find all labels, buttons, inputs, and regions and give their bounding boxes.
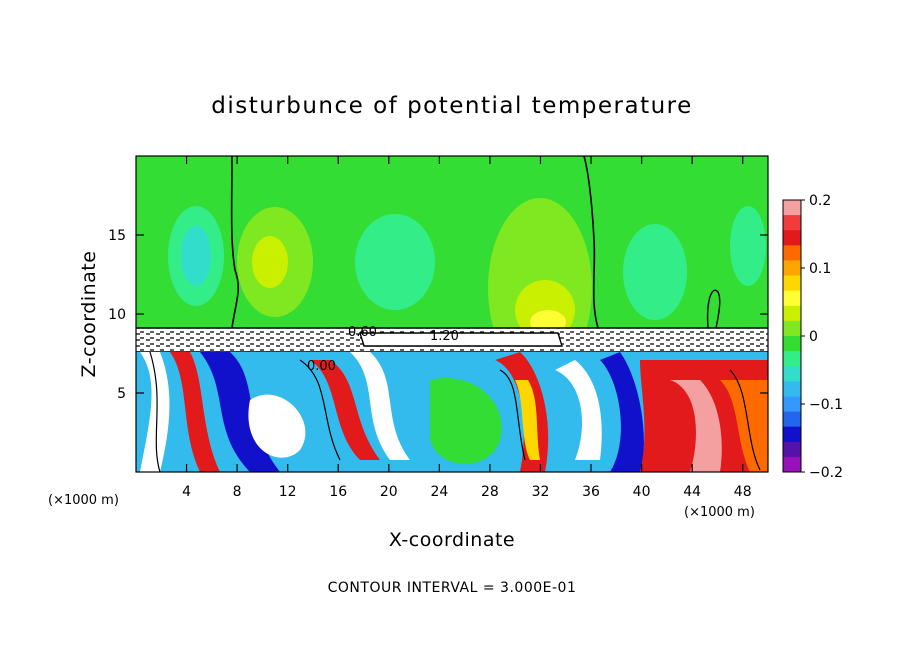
colorbar-swatch bbox=[783, 245, 801, 261]
chart-title: disturbunce of potential temperature bbox=[211, 93, 693, 119]
lower-white-swirl-1 bbox=[140, 352, 170, 472]
upper-blob-yellow-left-core bbox=[252, 236, 288, 288]
x-tick-label: 4 bbox=[182, 484, 191, 500]
lower-green-region bbox=[430, 378, 502, 464]
contour-line-left bbox=[230, 156, 239, 329]
y-tick-label: 5 bbox=[117, 386, 126, 402]
x-tick-label: 24 bbox=[430, 484, 448, 500]
middle-band-box bbox=[359, 332, 563, 347]
colorbar-swatch bbox=[783, 305, 801, 322]
lower-white-column bbox=[350, 352, 410, 460]
colorbar bbox=[783, 200, 801, 473]
upper-blob-cyan-core bbox=[181, 226, 211, 286]
upper-blob-cyan-right bbox=[623, 224, 687, 320]
contour-label-060: 0.60 bbox=[348, 325, 377, 340]
x-tick-label: 36 bbox=[582, 484, 600, 500]
x-tick-label: 40 bbox=[633, 484, 651, 500]
x-axis-title: X-coordinate bbox=[389, 529, 515, 551]
contour-line-right bbox=[583, 156, 599, 329]
y-tick-label: 15 bbox=[108, 228, 126, 244]
colorbar-swatch bbox=[783, 200, 801, 216]
lower-pink-core bbox=[670, 380, 722, 472]
colorbar-swatch bbox=[783, 396, 801, 413]
colorbar-swatch bbox=[783, 320, 801, 337]
colorbar-tick-label: −0.2 bbox=[809, 465, 843, 481]
lower-contour-a bbox=[149, 351, 161, 472]
x-tick-label: 8 bbox=[233, 484, 242, 500]
colorbar-swatch bbox=[783, 260, 801, 277]
colorbar-swatch bbox=[783, 275, 801, 292]
x-tick-label: 12 bbox=[279, 484, 297, 500]
colorbar-swatch bbox=[783, 230, 801, 246]
colorbar-tick-label: −0.1 bbox=[809, 397, 843, 413]
lower-orange-right bbox=[720, 380, 768, 472]
colorbar-swatch bbox=[783, 381, 801, 397]
upper-blob-cyan-far-right bbox=[730, 206, 766, 286]
x-tick-label: 20 bbox=[380, 484, 398, 500]
colorbar-swatch bbox=[783, 456, 801, 473]
colorbar-swatch bbox=[783, 441, 801, 458]
colorbar-ticks: 0.2 0.1 0 −0.1 −0.2 bbox=[801, 193, 843, 481]
x-tick-label: 28 bbox=[481, 484, 499, 500]
x-unit-right: (×1000 m) bbox=[684, 505, 755, 520]
contour-loop-right bbox=[706, 289, 721, 329]
contour-interval-note: CONTOUR INTERVAL = 3.000E-01 bbox=[328, 580, 577, 596]
lower-contour-b bbox=[299, 359, 341, 461]
colorbar-tick-label: 0.2 bbox=[809, 193, 831, 209]
lower-contour-d bbox=[729, 369, 761, 471]
x-tick-label: 32 bbox=[532, 484, 550, 500]
contour-label-000: 0.00 bbox=[307, 359, 336, 374]
colorbar-swatch bbox=[783, 290, 801, 307]
x-unit-left: (×1000 m) bbox=[48, 493, 119, 508]
x-tick-label: 48 bbox=[734, 484, 752, 500]
colorbar-swatch bbox=[783, 426, 801, 443]
colorbar-tick-label: 0 bbox=[809, 329, 818, 345]
y-axis-title: Z-coordinate bbox=[78, 251, 100, 378]
colorbar-swatch bbox=[783, 411, 801, 428]
lower-blue-region-right bbox=[600, 352, 644, 472]
x-tick-label: 44 bbox=[683, 484, 701, 500]
colorbar-swatch bbox=[783, 215, 801, 231]
lower-yellow-region bbox=[515, 380, 540, 460]
contour-label-120: 1.20 bbox=[430, 329, 459, 344]
lower-red-swirl-2 bbox=[310, 360, 380, 460]
x-axis: 4 8 12 16 20 24 28 32 36 40 44 48 bbox=[182, 156, 752, 500]
colorbar-swatch bbox=[783, 351, 801, 367]
plot-area bbox=[136, 156, 768, 472]
colorbar-swatch bbox=[783, 336, 801, 352]
y-tick-label: 10 bbox=[108, 307, 126, 323]
colorbar-tick-label: 0.1 bbox=[809, 261, 831, 277]
colorbar-swatch bbox=[783, 366, 801, 382]
upper-blob-cyan-mid bbox=[355, 214, 435, 310]
lower-white-swirl-2 bbox=[248, 394, 306, 458]
lower-contour-c bbox=[499, 369, 526, 461]
lower-red-swirl-1 bbox=[170, 352, 220, 472]
y-axis: 5 10 15 bbox=[108, 228, 768, 402]
lower-white-region-mid bbox=[555, 360, 602, 460]
x-tick-label: 16 bbox=[329, 484, 347, 500]
